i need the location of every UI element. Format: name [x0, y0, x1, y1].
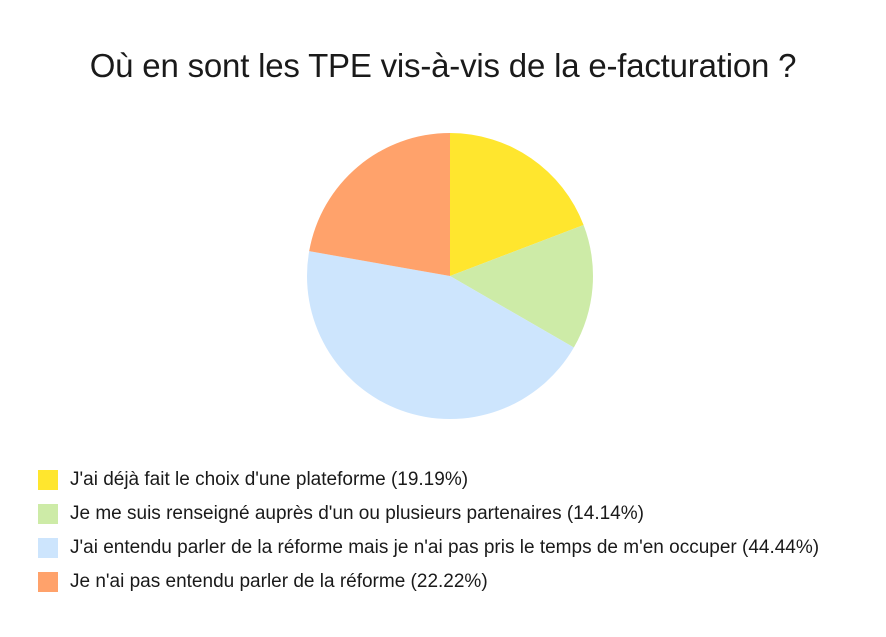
legend-swatch-3: [38, 538, 58, 558]
legend-swatch-2: [38, 504, 58, 524]
legend-label-3: J'ai entendu parler de la réforme mais j…: [70, 537, 820, 558]
pie-slice-4: [309, 133, 450, 276]
pie-slice-2: [450, 224, 593, 348]
legend-item-2: Je me suis renseigné auprès d'un ou plus…: [38, 497, 819, 531]
pie-chart-svg: [307, 133, 593, 419]
chart-title: Où en sont les TPE vis-à-vis de la e-fac…: [89, 47, 797, 84]
chart-legend: J'ai déjà fait le choix d'une plateforme…: [38, 463, 819, 599]
legend-label-1: J'ai déjà fait le choix d'une plateforme…: [70, 469, 469, 490]
legend-label-4: Je n'ai pas entendu parler de la réforme…: [70, 571, 488, 592]
pie-slice-1: [450, 133, 584, 276]
legend-item-3: J'ai entendu parler de la réforme mais j…: [38, 531, 819, 565]
pie-slice-3: [307, 251, 574, 419]
legend-item-1: J'ai déjà fait le choix d'une plateforme…: [38, 463, 819, 497]
legend-item-4: Je n'ai pas entendu parler de la réforme…: [38, 565, 819, 599]
pie-chart: [305, 131, 595, 421]
legend-swatch-4: [38, 572, 58, 592]
legend-label-2: Je me suis renseigné auprès d'un ou plus…: [70, 503, 644, 524]
legend-swatch-1: [38, 470, 58, 490]
